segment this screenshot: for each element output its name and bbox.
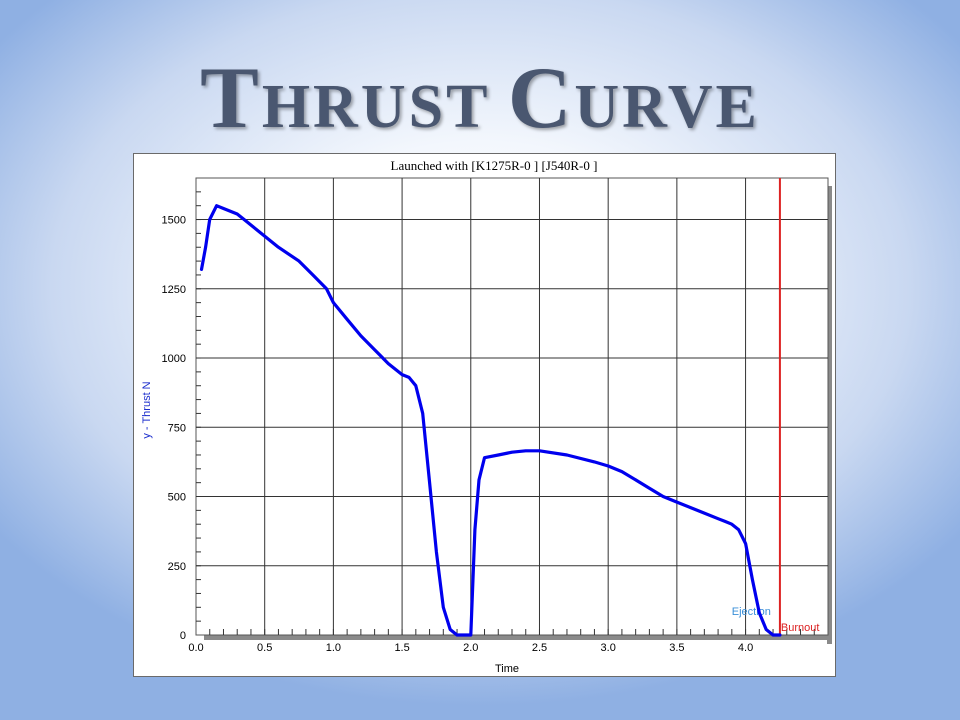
x-tick-label: 4.0 <box>738 642 753 654</box>
slide-title-word1-rest: HRUST <box>261 73 508 141</box>
marker-layer: Ejection Burnout <box>732 178 820 635</box>
plot-shadow-right <box>827 186 832 644</box>
slide-title: THRUST CURVE <box>0 48 960 149</box>
x-tick-label: 2.0 <box>463 642 478 654</box>
y-tick-labels: 0 250 500 750 1000 1250 1500 <box>162 215 186 642</box>
grid-layer <box>196 178 828 635</box>
y-axis-label: y - Thrust N <box>141 381 153 438</box>
y-tick-label: 1000 <box>162 353 186 365</box>
x-tick-label: 0.5 <box>257 642 272 654</box>
series-layer <box>199 204 782 637</box>
chart-svg: Ejection Burnout 0.0 0.5 1.0 1.5 2.0 2.5 3.0 3.5… <box>141 158 832 675</box>
thrust-series-line <box>199 204 782 637</box>
marker-label: Burnout <box>781 622 820 634</box>
plot-shadow-bottom <box>204 634 832 640</box>
y-tick-label: 500 <box>168 492 186 504</box>
y-tick-label: 250 <box>168 561 186 573</box>
thrust-chart: Ejection Burnout 0.0 0.5 1.0 1.5 2.0 2.5 3.0 3.5… <box>133 153 836 677</box>
plot-area <box>195 177 829 636</box>
y-tick-label: 750 <box>168 422 186 434</box>
minor-tick-layer <box>196 191 815 635</box>
x-tick-label: 0.0 <box>188 642 203 654</box>
chart-title: Launched with [K1275R-0 ] [J540R-0 ] <box>391 158 598 173</box>
slide-title-word2-initial: C <box>507 50 575 147</box>
x-tick-label: 1.0 <box>326 642 341 654</box>
x-tick-label: 1.5 <box>394 642 409 654</box>
x-axis-label: Time <box>495 663 519 675</box>
y-tick-label: 1500 <box>162 215 186 227</box>
marker-label: Ejection <box>732 606 771 618</box>
slide-title-word2-rest: URVE <box>574 73 760 141</box>
x-tick-label: 3.5 <box>669 642 684 654</box>
x-tick-label: 2.5 <box>532 642 547 654</box>
y-tick-label: 1250 <box>162 284 186 296</box>
x-tick-labels: 0.0 0.5 1.0 1.5 2.0 2.5 3.0 3.5 4.0 <box>188 642 753 654</box>
y-tick-label: 0 <box>180 630 186 642</box>
slide-title-word1-initial: T <box>200 50 262 147</box>
x-tick-label: 3.0 <box>601 642 616 654</box>
